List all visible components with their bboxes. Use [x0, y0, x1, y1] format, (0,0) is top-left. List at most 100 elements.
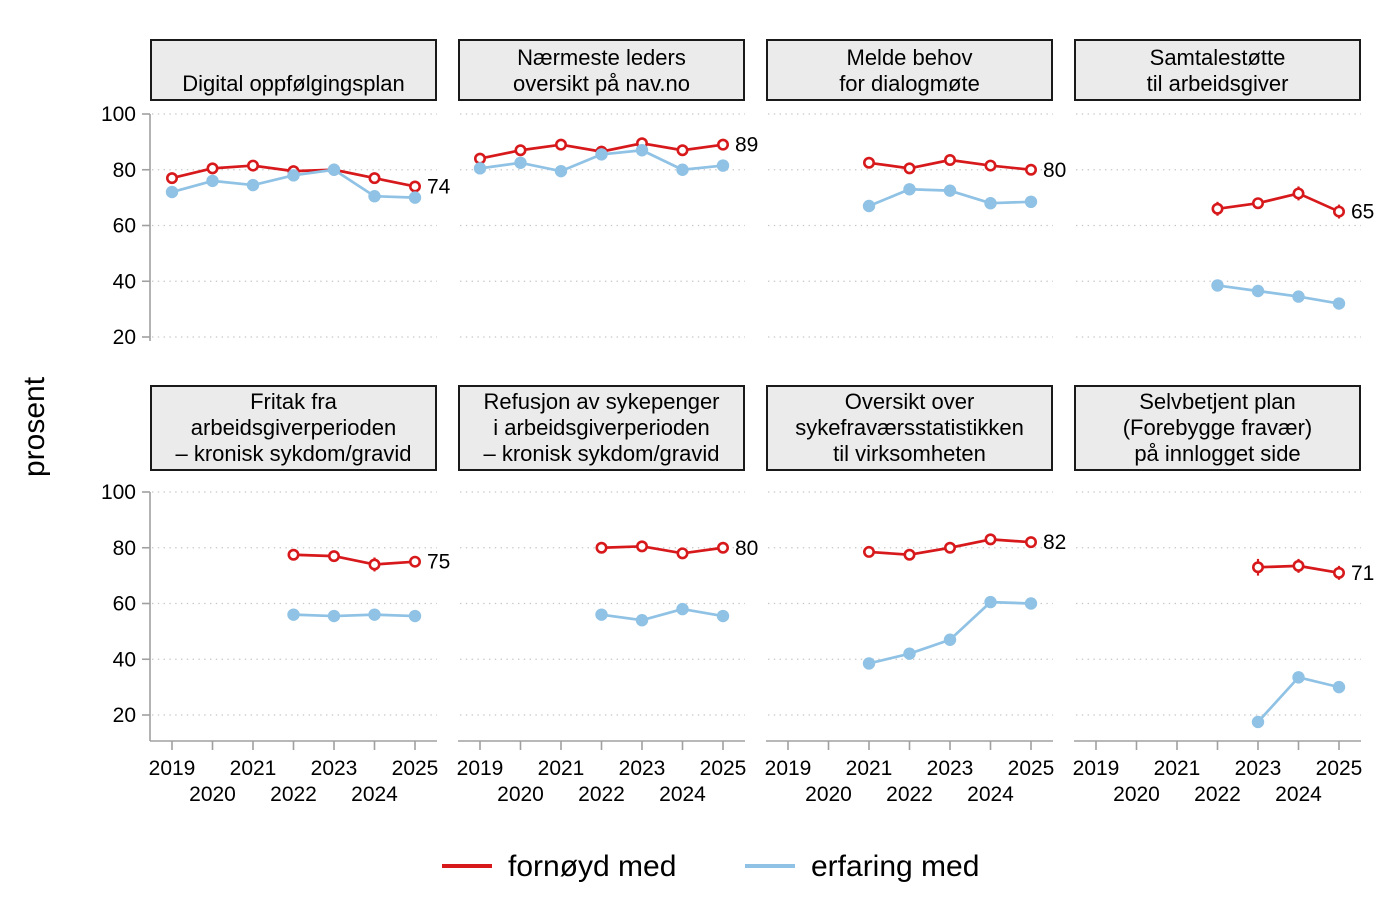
- data-point-fornoyd: [1292, 559, 1305, 572]
- y-tick-label: 80: [113, 537, 136, 560]
- data-point-erfaring: [903, 647, 916, 660]
- data-point-erfaring: [635, 144, 649, 157]
- panel-header-box: [766, 385, 1053, 471]
- data-point-erfaring: [206, 174, 219, 188]
- x-tick-label: 2023: [311, 757, 358, 780]
- y-axis-title: prosent: [18, 376, 51, 477]
- data-point-erfaring: [1332, 297, 1346, 310]
- x-tick-label: 2021: [230, 757, 277, 780]
- panel-title-line: for dialogmøte: [839, 71, 980, 96]
- panel-title-line: arbeidsgiverperioden: [191, 415, 396, 440]
- data-point-erfaring: [984, 197, 997, 210]
- x-tick-label: 2024: [659, 783, 706, 806]
- panel-title-line: – kronisk sykdom/gravid: [484, 441, 720, 466]
- y-tick-label: 60: [113, 593, 136, 616]
- y-tick-label: 80: [113, 159, 136, 182]
- data-point-erfaring: [716, 609, 730, 623]
- data-point-erfaring: [1292, 671, 1305, 684]
- x-tick-label: 2023: [1235, 757, 1282, 780]
- data-point-erfaring: [554, 164, 568, 178]
- panel-title-line: i arbeidsgiverperioden: [493, 415, 709, 440]
- y-tick-label: 40: [113, 270, 136, 293]
- x-tick-label: 2024: [967, 783, 1014, 806]
- data-point-erfaring: [368, 608, 381, 621]
- x-tick-label: 2024: [351, 783, 398, 806]
- panel-title-line: (Forebygge fravær): [1123, 415, 1313, 440]
- data-point-erfaring: [368, 190, 381, 203]
- data-point-erfaring: [1332, 680, 1346, 694]
- series-line-erfaring: [868, 600, 1032, 665]
- data-point-erfaring: [1292, 290, 1305, 303]
- data-point-fornoyd: [716, 138, 729, 151]
- series-line-fornoyd: [293, 553, 416, 566]
- data-point-fornoyd: [206, 162, 219, 175]
- series-line-erfaring: [601, 607, 724, 622]
- legend-label-fornoyd: fornøyd med: [508, 850, 676, 883]
- data-point-fornoyd: [676, 547, 689, 560]
- panel-title-line: til virksomheten: [833, 441, 986, 466]
- data-point-erfaring: [165, 185, 179, 199]
- x-tick-label: 2019: [457, 757, 504, 780]
- series-line-fornoyd: [1217, 192, 1340, 213]
- data-point-erfaring: [473, 162, 487, 175]
- panel-title-line: Nærmeste leders: [517, 45, 686, 70]
- data-point-fornoyd: [1211, 202, 1224, 215]
- data-point-erfaring: [514, 156, 527, 169]
- end-value-label: 80: [1043, 159, 1066, 182]
- data-point-erfaring: [1024, 195, 1038, 209]
- x-tick-label: 2019: [149, 757, 196, 780]
- data-point-fornoyd: [473, 152, 486, 165]
- panel-header-box: [150, 385, 437, 471]
- data-point-fornoyd: [1252, 561, 1265, 574]
- data-point-erfaring: [287, 169, 300, 182]
- data-point-erfaring: [1251, 715, 1265, 729]
- data-point-fornoyd: [635, 540, 648, 553]
- data-point-erfaring: [676, 163, 689, 176]
- x-tick-label: 2023: [619, 757, 666, 780]
- data-point-fornoyd: [327, 550, 340, 563]
- data-point-erfaring: [327, 609, 341, 623]
- data-point-erfaring: [408, 609, 422, 623]
- x-tick-label: 2019: [765, 757, 812, 780]
- end-value-label: 80: [735, 537, 758, 560]
- end-value-label: 82: [1043, 531, 1066, 554]
- data-point-erfaring: [327, 163, 341, 176]
- panel-header-box: [458, 385, 745, 471]
- y-tick-label: 60: [113, 215, 136, 238]
- x-tick-label: 2021: [1154, 757, 1201, 780]
- y-tick-label: 20: [113, 326, 136, 349]
- data-point-fornoyd: [247, 159, 260, 172]
- data-point-fornoyd: [1292, 187, 1305, 200]
- data-point-fornoyd: [1333, 566, 1346, 579]
- x-tick-label: 2021: [538, 757, 585, 780]
- y-tick-label: 20: [113, 704, 136, 727]
- data-point-erfaring: [1024, 597, 1038, 610]
- panel-title-line: til arbeidsgiver: [1147, 71, 1289, 96]
- x-tick-label: 2020: [1113, 783, 1160, 806]
- data-point-fornoyd: [1025, 163, 1038, 176]
- series-line-erfaring: [293, 613, 416, 618]
- end-value-label: 71: [1351, 562, 1374, 585]
- panel-title-line: oversikt på nav.no: [513, 71, 690, 96]
- y-tick-label: 40: [113, 648, 136, 671]
- x-tick-label: 2025: [1008, 757, 1055, 780]
- data-point-erfaring: [984, 595, 997, 609]
- x-tick-label: 2020: [497, 783, 544, 806]
- data-point-fornoyd: [984, 159, 997, 172]
- data-point-fornoyd: [408, 555, 421, 568]
- end-value-label: 65: [1351, 201, 1374, 224]
- x-tick-label: 2020: [189, 783, 236, 806]
- panel-title-line: – kronisk sykdom/gravid: [176, 441, 412, 466]
- panel-title-line: Selvbetjent plan: [1139, 389, 1296, 414]
- series-line-erfaring: [1257, 676, 1340, 723]
- end-value-label: 74: [427, 175, 451, 198]
- series-line-fornoyd: [601, 545, 724, 555]
- data-point-erfaring: [862, 657, 876, 670]
- series-line-erfaring: [1217, 284, 1340, 305]
- data-point-erfaring: [635, 614, 649, 627]
- panel-title-line: Samtalestøtte: [1150, 45, 1286, 70]
- x-tick-label: 2019: [1073, 757, 1120, 780]
